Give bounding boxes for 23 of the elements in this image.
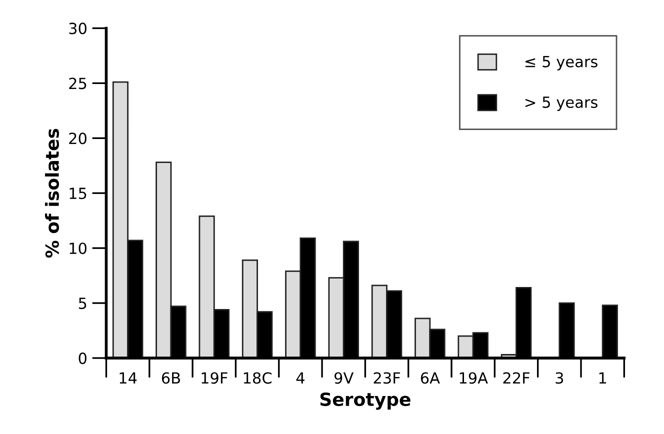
x-tick-label: 19F bbox=[202, 372, 228, 384]
x-tick-label: 4 bbox=[296, 372, 304, 384]
y-axis-title: % of isolates bbox=[45, 128, 59, 258]
y-tick-label: 15 bbox=[70, 188, 86, 200]
x-axis-title: Serotype bbox=[320, 392, 410, 410]
y-tick-label: 25 bbox=[69, 78, 86, 90]
x-tick-label: 23F bbox=[374, 372, 400, 384]
y-tick-label: 20 bbox=[69, 132, 86, 144]
legend-label: ≤ 5 years bbox=[526, 56, 598, 70]
y-tick-label: 0 bbox=[78, 352, 86, 364]
x-tick-label: 14 bbox=[120, 372, 137, 384]
x-tick-label: 22F bbox=[503, 372, 530, 384]
x-tick-label: 9V bbox=[334, 372, 354, 384]
x-tick-label: 19A bbox=[460, 372, 488, 384]
legend-label: > 5 years bbox=[526, 96, 598, 111]
x-tick-label: 6A bbox=[420, 372, 440, 384]
x-tick-label: 1 bbox=[599, 372, 606, 384]
x-tick-label: 3 bbox=[556, 372, 564, 384]
x-tick-label: 6B bbox=[162, 372, 180, 384]
y-tick-label: 10 bbox=[70, 242, 86, 254]
x-tick-label: 18C bbox=[244, 372, 272, 384]
y-tick-label: 30 bbox=[69, 22, 86, 34]
y-tick-label: 5 bbox=[78, 298, 86, 310]
